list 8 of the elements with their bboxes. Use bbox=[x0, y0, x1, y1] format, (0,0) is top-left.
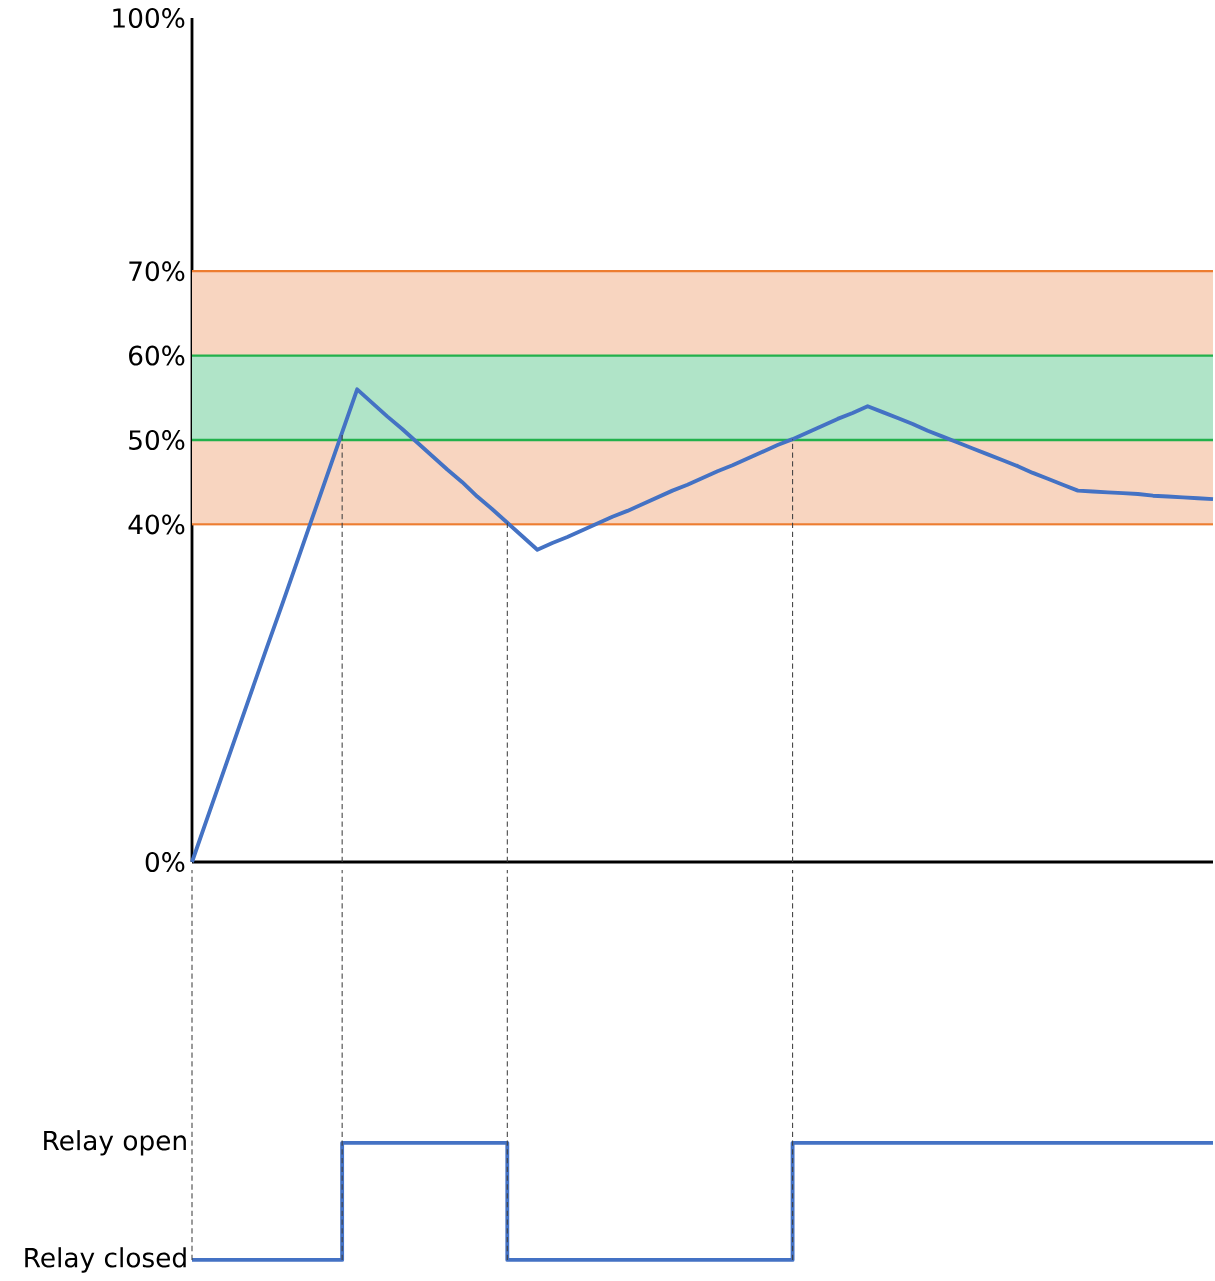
y-tick-label: 0% bbox=[145, 852, 185, 872]
y-tick-label: 60% bbox=[129, 345, 185, 366]
y-tick-label: 100% bbox=[113, 8, 185, 28]
annotation: Relay open bbox=[44, 1130, 186, 1156]
y-tick-label: 50% bbox=[129, 430, 185, 450]
annotation: Relay closed bbox=[25, 1247, 186, 1273]
y-tick-label: 40% bbox=[128, 514, 185, 535]
y-tick-label: 70% bbox=[129, 261, 185, 282]
